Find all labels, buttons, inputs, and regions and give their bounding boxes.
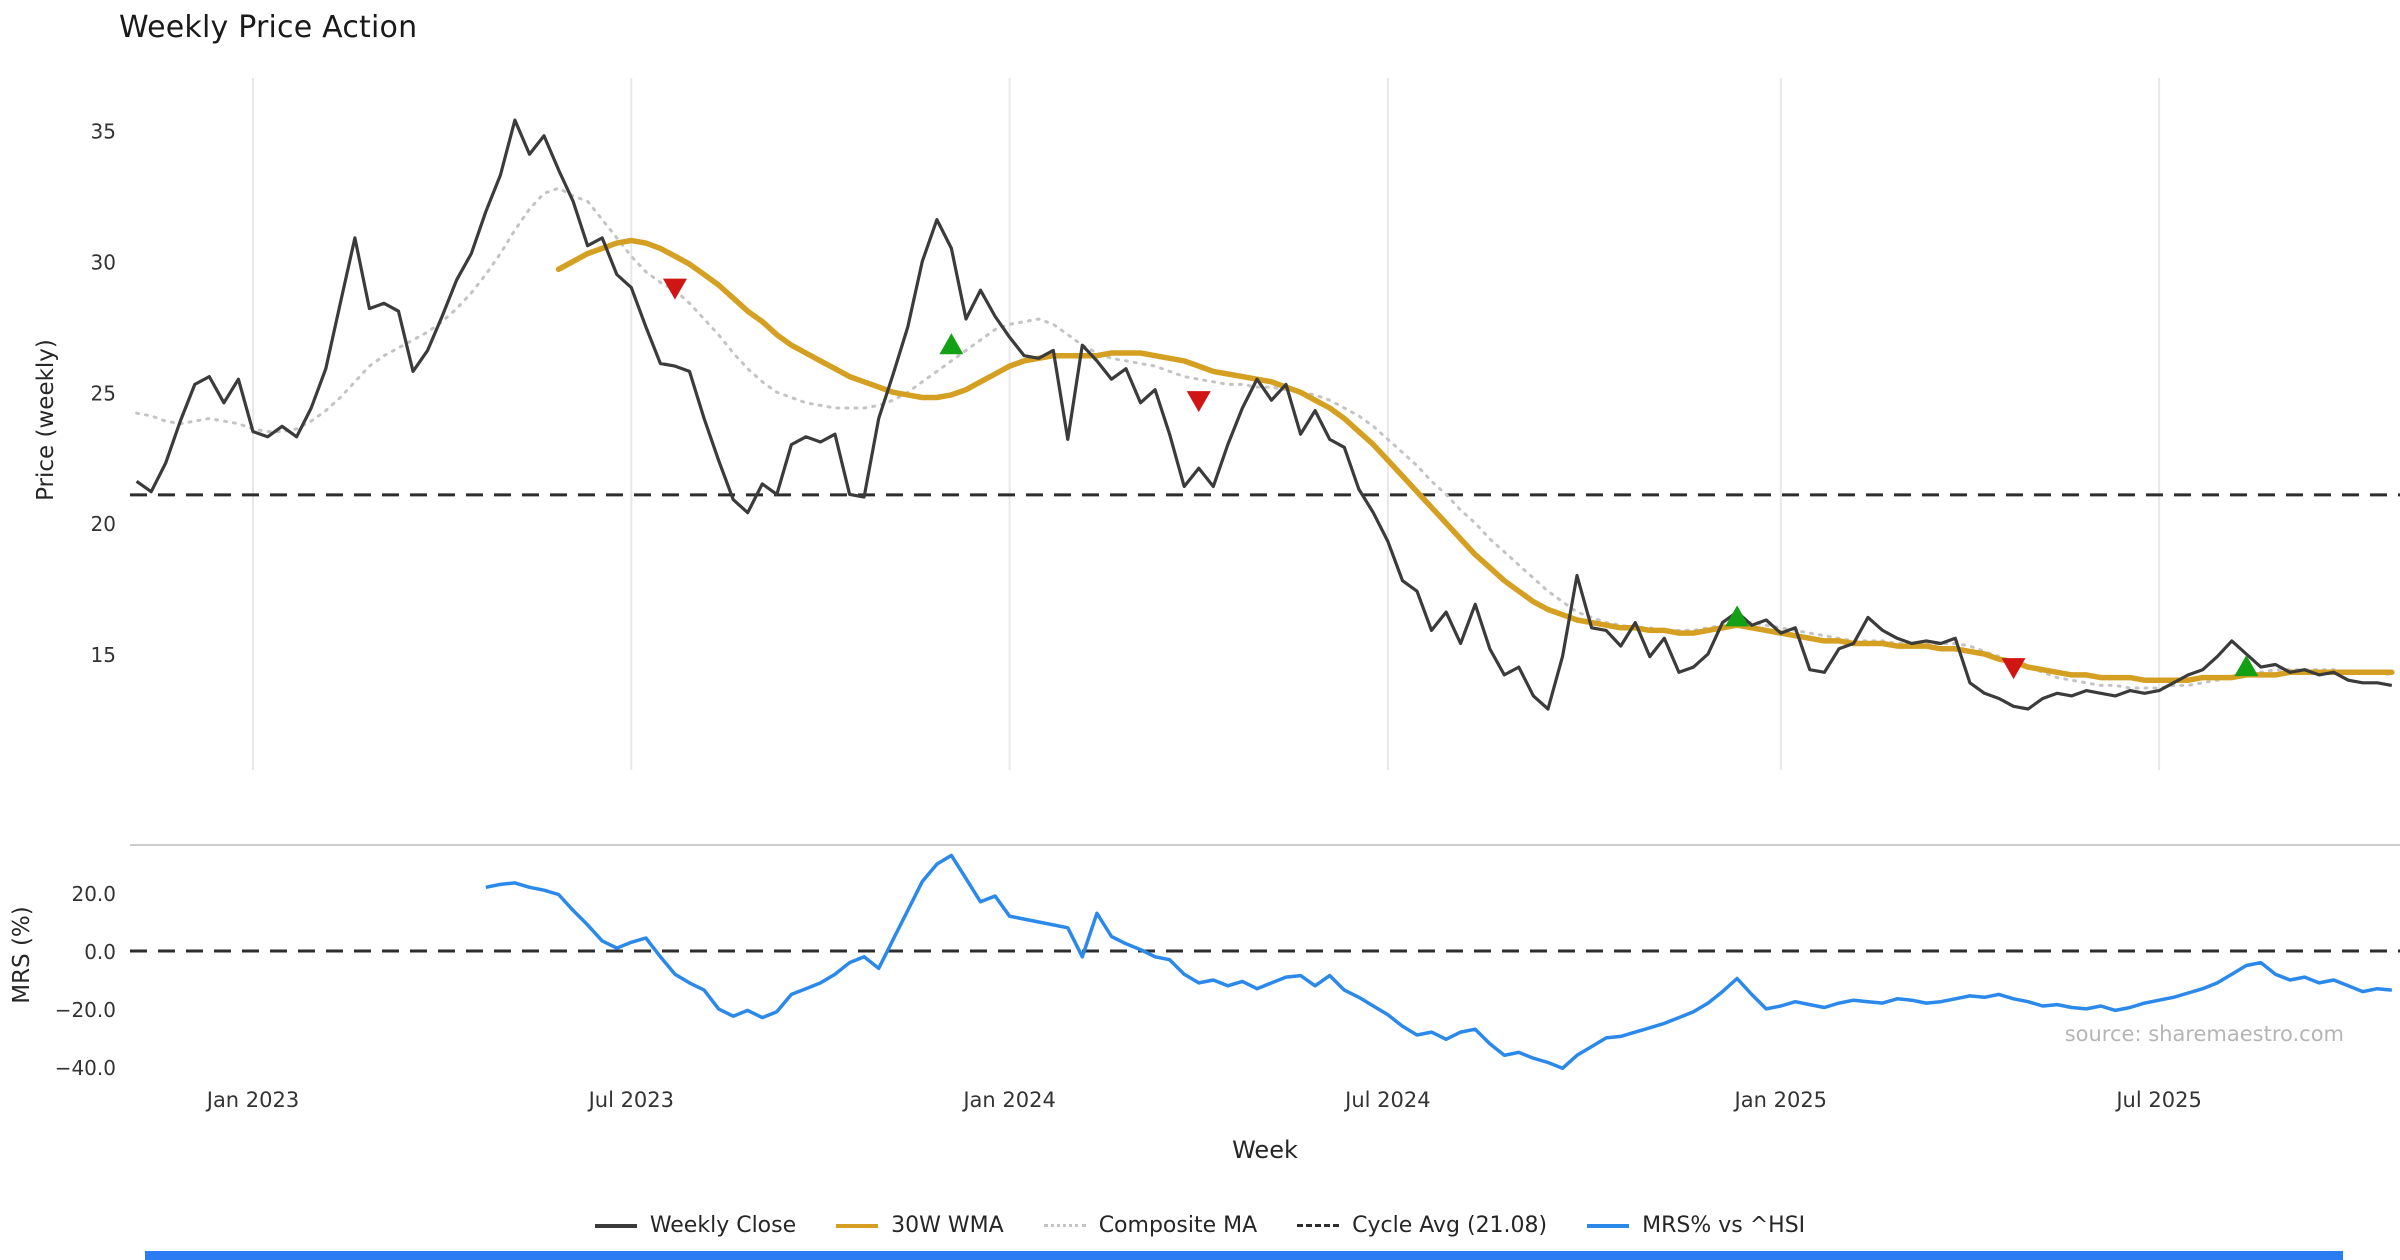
cycle-avg-line-swatch [1297,1224,1340,1227]
legend-item-mrs: MRS% vs ^HSI [1587,1213,1805,1238]
price-tick-label: 30 [91,250,116,274]
legend-item-30w-wma: 30W WMA [836,1213,1004,1238]
weekly-close-line [135,118,2393,711]
legend-item-cycle-avg: Cycle Avg (21.08) [1297,1213,1547,1238]
legend-label-mrs: MRS% vs ^HSI [1642,1213,1806,1238]
composite-ma-line [135,186,2394,690]
mrs-tick-label: −40.0 [55,1056,116,1080]
x-tick-label: Jul 2024 [1343,1088,1430,1112]
buy-signal-marker [1725,605,1750,627]
chart-title: Weekly Price Action [119,10,418,45]
weekly-close-line-swatch [594,1223,637,1228]
x-tick-label: Jan 2023 [205,1088,300,1112]
wma-line-swatch [836,1223,879,1228]
buy-signal-marker [2234,655,2259,677]
x-axis-label: Week [1232,1136,1298,1164]
price-axis-label: Price (weekly) [33,339,59,501]
mrs-tick-label: −20.0 [55,998,116,1022]
legend-label-composite-ma: Composite MA [1098,1213,1258,1238]
mrs-tick-label: 20.0 [71,882,116,906]
sell-signal-marker [662,278,687,300]
legend-label-weekly-close: Weekly Close [649,1213,797,1238]
price-tick-label: 20 [91,512,116,536]
x-tick-label: Jan 2024 [961,1088,1056,1112]
price-tick-label: 25 [91,381,116,405]
legend: Weekly Close 30W WMA Composite MA Cycle … [0,1213,2400,1238]
bottom-accent-bar [145,1251,2343,1260]
sell-signal-marker [1186,391,1211,413]
legend-label-cycle-avg: Cycle Avg (21.08) [1352,1213,1548,1238]
buy-signal-marker [939,333,964,355]
mrs-line [485,853,2392,1071]
legend-item-weekly-close: Weekly Close [594,1213,797,1238]
wma-30w-line [555,237,2395,683]
price-tick-label: 15 [91,643,116,667]
source-credit: source: sharemaestro.com [2064,1022,2344,1046]
mrs-line-swatch [1587,1223,1630,1228]
x-tick-label: Jan 2025 [1733,1088,1828,1112]
sell-signal-marker [2001,658,2026,680]
x-tick-label: Jul 2025 [2114,1088,2201,1112]
mrs-axis-label: MRS (%) [9,906,35,1004]
legend-label-30w-wma: 30W WMA [891,1213,1004,1238]
mrs-tick-label: 0.0 [84,940,116,964]
price-tick-label: 35 [91,120,116,144]
legend-item-composite-ma: Composite MA [1043,1213,1258,1238]
x-tick-label: Jul 2023 [587,1088,674,1112]
composite-ma-line-swatch [1043,1224,1086,1227]
